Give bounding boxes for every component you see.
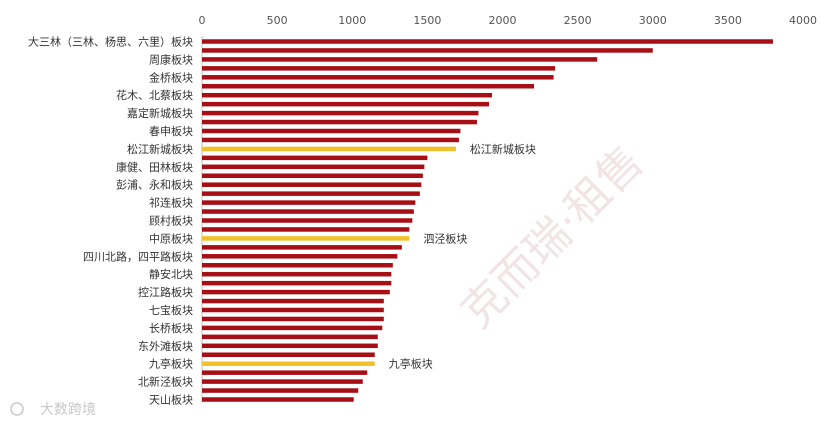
bar [202,155,428,161]
highlight-annotation: 松江新城板块 [470,142,536,156]
bar [202,280,392,286]
bar [202,379,363,384]
x-tick-label: 0 [199,14,206,27]
watermark-text: 克而瑞·租售 [452,136,654,338]
corner-logo: 大数跨境 [10,402,96,418]
bar [202,200,416,205]
category-label: 祁连板块 [149,196,193,210]
category-label: 周康板块 [149,52,193,66]
category-label: 长桥板块 [149,321,193,335]
bar [202,191,420,196]
category-label: 四川北路，四平路板块 [83,249,193,263]
bar [202,110,479,116]
x-tick-label: 3000 [639,14,667,27]
category-labels: 大三林（三林、杨思、六里）板块周康板块金桥板块花木、北蔡板块嘉定新城板块春申板块… [28,35,193,407]
category-label: 七宝板块 [149,303,193,317]
highlight-bar [202,146,456,152]
category-label: 九亭板块 [149,357,193,371]
bar [202,343,378,349]
highlight-annotation: 泗泾板块 [423,231,467,245]
category-label: 花木、北蔡板块 [116,88,193,102]
category-label: 大三林（三林、杨思、六里）板块 [28,35,193,49]
category-label: 顾村板块 [149,214,193,228]
bar [202,164,425,170]
bar [202,316,384,322]
bar [202,245,402,250]
bar [202,75,554,80]
category-label: 嘉定新城板块 [127,106,193,120]
highlight-bar [202,361,375,366]
x-tick-label: 4000 [789,14,817,27]
watermark: 克而瑞·租售 [452,136,654,338]
x-tick-label: 2500 [564,14,592,27]
x-tick-label: 1500 [413,14,441,27]
category-label: 康健、田林板块 [116,160,193,174]
x-tick-label: 3500 [714,14,742,27]
bar [202,84,535,89]
category-label: 静安北块 [149,267,193,281]
bar [202,39,773,44]
bar [202,325,383,331]
x-tick-label: 500 [267,14,288,27]
category-label: 天山板块 [149,393,193,407]
category-label: 东外滩板块 [138,339,193,353]
bar [202,254,398,259]
category-label: 控江路板块 [138,285,193,299]
bar [202,298,384,304]
logo-icon [10,402,24,416]
bar [202,352,375,357]
bar [202,218,413,223]
x-tick-label: 1000 [338,14,366,27]
bar [202,182,422,187]
bars-group [202,39,773,402]
category-label: 北新泾板块 [138,375,193,389]
bar [202,209,414,214]
bar [202,289,390,295]
bar [202,263,393,268]
bar [202,101,489,107]
bar [202,271,392,277]
bar [202,137,459,143]
bar [202,57,598,62]
category-label: 春申板块 [149,124,193,138]
highlight-bar [202,236,410,241]
highlight-annotation: 九亭板块 [389,357,433,371]
bar [202,370,368,375]
category-label: 松江新城板块 [127,142,193,156]
bar [202,119,477,125]
bar [202,334,378,340]
x-tick-label: 2000 [489,14,517,27]
category-label: 中原板块 [149,231,193,245]
bar [202,92,492,98]
bar [202,173,423,178]
bar [202,227,410,232]
logo-text: 大数跨境 [40,402,96,418]
category-label: 金桥板块 [149,70,193,84]
category-label: 彭浦、永和板块 [116,178,193,192]
bar [202,66,556,71]
bar [202,307,384,313]
bar [202,128,461,134]
bar [202,397,354,402]
bar [202,48,653,53]
bar [202,388,359,393]
